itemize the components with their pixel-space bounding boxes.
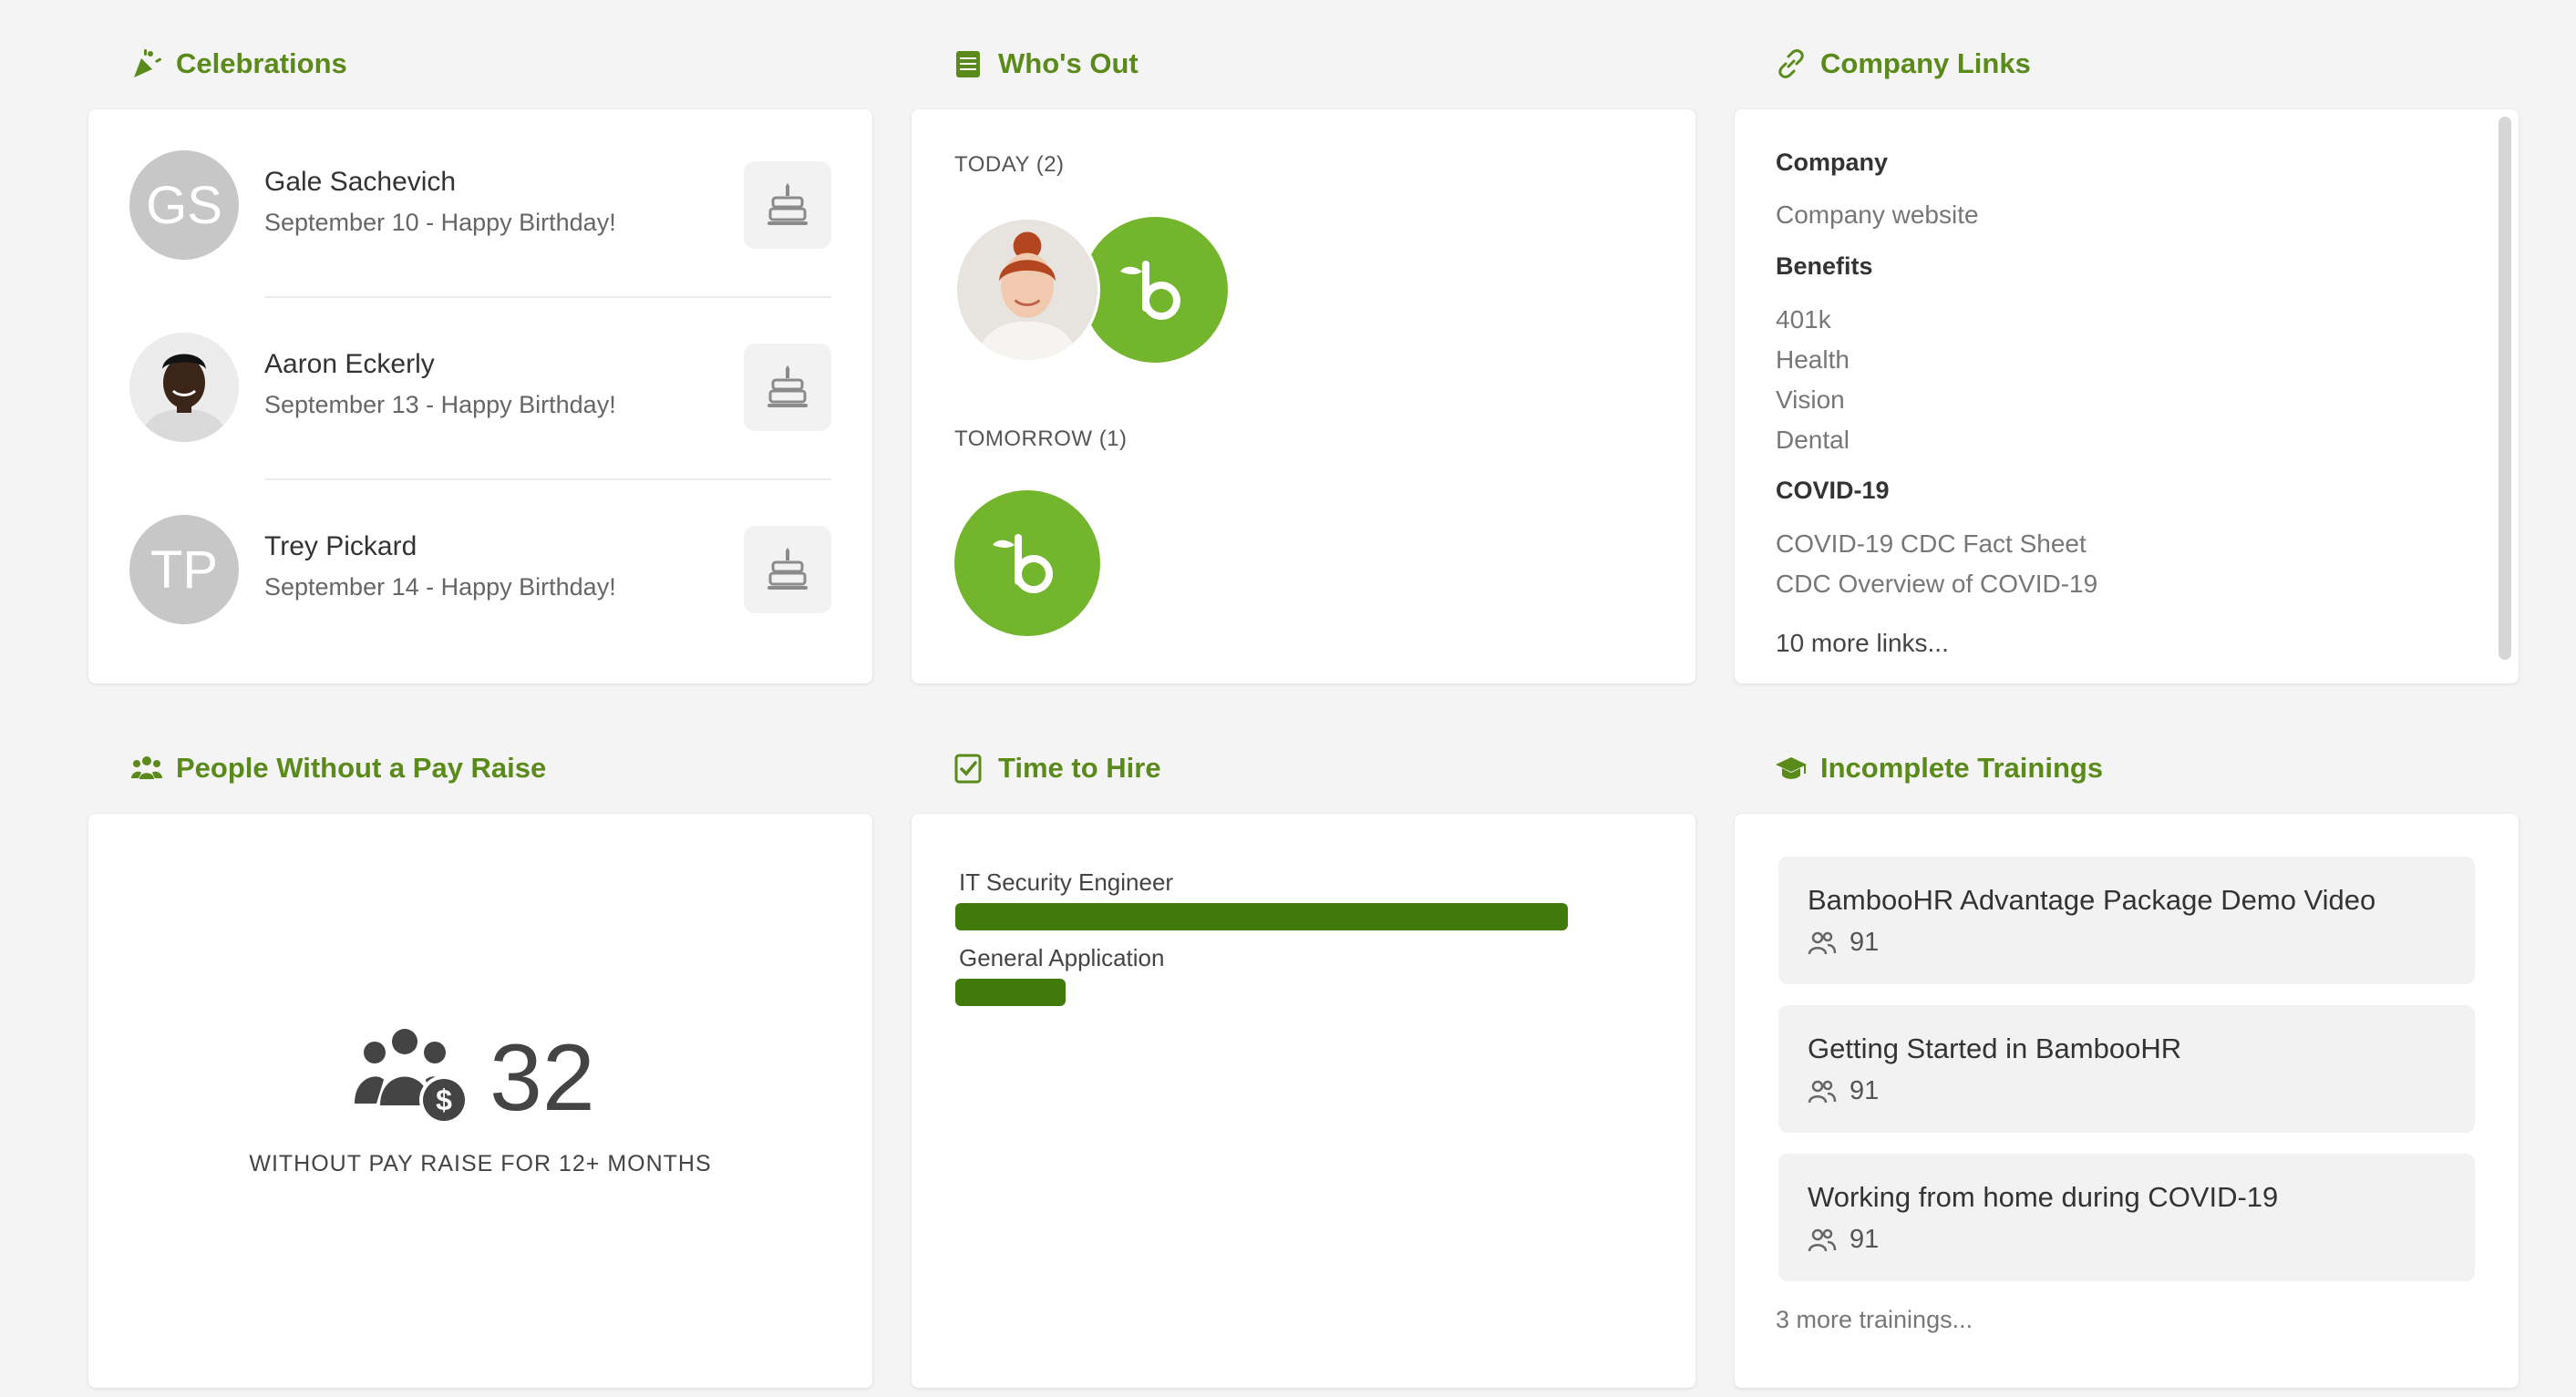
svg-text:$: $: [436, 1084, 452, 1116]
company-links-title-text: Company Links: [1820, 47, 2031, 79]
people-icon: [1808, 1228, 1837, 1251]
pay-raise-card: $ 32 WITHOUT PAY RAISE FOR 12+ MONTHS: [88, 814, 872, 1388]
scrollbar[interactable]: [2499, 117, 2511, 660]
time-to-hire-card: IT Security Engineer General Application: [912, 814, 1695, 1388]
training-count: 91: [1808, 1076, 1879, 1106]
celebration-date: September 13 - Happy Birthday!: [264, 391, 616, 418]
link-group-heading: Company: [1776, 149, 1889, 176]
hire-bar[interactable]: [955, 903, 1568, 930]
link-icon: [1778, 49, 1804, 78]
party-popper-icon: [134, 49, 161, 77]
celebrations-card: GS Gale Sachevich September 10 - Happy B…: [88, 109, 872, 683]
bamboohr-logo[interactable]: [1082, 217, 1228, 363]
training-count-value: 91: [1850, 1076, 1880, 1105]
training-name: Working from home during COVID-19: [1808, 1181, 2279, 1213]
celebration-name: Gale Sachevich: [264, 167, 457, 197]
bamboo-b-icon: [1120, 261, 1180, 320]
person-photo: [957, 220, 1097, 360]
link-health[interactable]: Health: [1776, 345, 1850, 374]
celebration-item: GS Gale Sachevich September 10 - Happy B…: [129, 150, 831, 260]
cake-icon: [768, 365, 808, 407]
graduation-cap-icon: [1776, 757, 1807, 779]
whos-out-title: Who's Out: [953, 41, 1139, 87]
time-to-hire-title: Time to Hire: [953, 745, 1161, 791]
person-photo: [129, 333, 239, 442]
hire-bar[interactable]: [955, 979, 1066, 1006]
celebration-name: Trey Pickard: [264, 531, 417, 561]
link-vision[interactable]: Vision: [1776, 385, 1845, 414]
people-group-icon: [131, 756, 162, 779]
celebration-date: September 10 - Happy Birthday!: [264, 209, 616, 236]
divider: [264, 296, 831, 298]
avatar-initials: TP: [149, 539, 219, 600]
training-item[interactable]: Getting Started in BambooHR 91: [1778, 1005, 2475, 1133]
avatar-initials: GS: [146, 175, 222, 235]
trainings-card: BambooHR Advantage Package Demo Video 91…: [1735, 814, 2519, 1388]
link-company-website[interactable]: Company website: [1776, 200, 1979, 229]
hire-bar-label: General Application: [959, 944, 1165, 971]
link-dental[interactable]: Dental: [1776, 426, 1850, 454]
company-links-title: Company Links: [1775, 41, 2031, 87]
pay-raise-title: People Without a Pay Raise: [130, 745, 546, 791]
avatar: TP: [129, 515, 239, 624]
calendar-icon: [956, 51, 980, 77]
training-count: 91: [1808, 1225, 1879, 1255]
cake-icon: [768, 183, 808, 225]
celebration-date: September 14 - Happy Birthday!: [264, 573, 616, 601]
more-links-link[interactable]: 10 more links...: [1776, 629, 1949, 657]
trainings-title: Incomplete Trainings: [1775, 745, 2103, 791]
pay-raise-count: 32: [489, 1025, 595, 1131]
link-group-heading: COVID-19: [1776, 477, 1890, 504]
celebration-item: Aaron Eckerly September 13 - Happy Birth…: [129, 333, 831, 442]
training-count-value: 91: [1850, 1225, 1880, 1254]
trainings-title-text: Incomplete Trainings: [1820, 752, 2104, 784]
time-to-hire-title-text: Time to Hire: [998, 752, 1161, 784]
pay-raise-caption: WITHOUT PAY RAISE FOR 12+ MONTHS: [249, 1151, 712, 1176]
training-item[interactable]: Working from home during COVID-19 91: [1778, 1154, 2475, 1281]
celebrations-title: Celebrations: [130, 41, 347, 87]
company-links-list[interactable]: Company Company website Benefits 401k He…: [1735, 109, 2519, 683]
celebrations-title-text: Celebrations: [176, 47, 347, 79]
link-cdc-overview[interactable]: CDC Overview of COVID-19: [1776, 570, 2098, 598]
link-401k[interactable]: 401k: [1776, 305, 1831, 334]
training-count: 91: [1808, 928, 1879, 958]
people-money-icon: $: [355, 1029, 469, 1125]
bamboo-b-icon: [993, 534, 1053, 593]
tomorrow-label: TOMORROW (1): [954, 426, 1128, 451]
avatar[interactable]: [954, 217, 1100, 363]
pay-raise-title-text: People Without a Pay Raise: [176, 752, 547, 784]
training-name: Getting Started in BambooHR: [1808, 1032, 2182, 1064]
birthday-cake-button[interactable]: [744, 161, 831, 249]
celebration-name: Aaron Eckerly: [264, 349, 435, 379]
avatar: [129, 333, 239, 442]
bamboohr-logo[interactable]: [954, 490, 1100, 636]
cake-icon: [768, 548, 808, 590]
link-group-heading: Benefits: [1776, 252, 1873, 280]
celebration-item: TP Trey Pickard September 14 - Happy Bir…: [129, 515, 831, 624]
checklist-icon: [954, 754, 982, 784]
whos-out-title-text: Who's Out: [998, 47, 1139, 79]
training-name: BambooHR Advantage Package Demo Video: [1808, 884, 2376, 916]
hire-bar-label: IT Security Engineer: [959, 868, 1174, 896]
people-icon: [1808, 1080, 1837, 1103]
more-trainings-link[interactable]: 3 more trainings...: [1776, 1306, 1973, 1333]
whos-out-card: TODAY (2) TOMORROW (1): [912, 109, 1695, 683]
today-label: TODAY (2): [954, 152, 1065, 177]
divider: [264, 478, 831, 480]
training-item[interactable]: BambooHR Advantage Package Demo Video 91: [1778, 857, 2475, 984]
link-covid-fact-sheet[interactable]: COVID-19 CDC Fact Sheet: [1776, 529, 2087, 558]
people-icon: [1808, 931, 1837, 954]
training-count-value: 91: [1850, 928, 1880, 957]
company-links-card: Company Company website Benefits 401k He…: [1735, 109, 2519, 683]
avatar: GS: [129, 150, 239, 260]
birthday-cake-button[interactable]: [744, 526, 831, 613]
birthday-cake-button[interactable]: [744, 344, 831, 431]
